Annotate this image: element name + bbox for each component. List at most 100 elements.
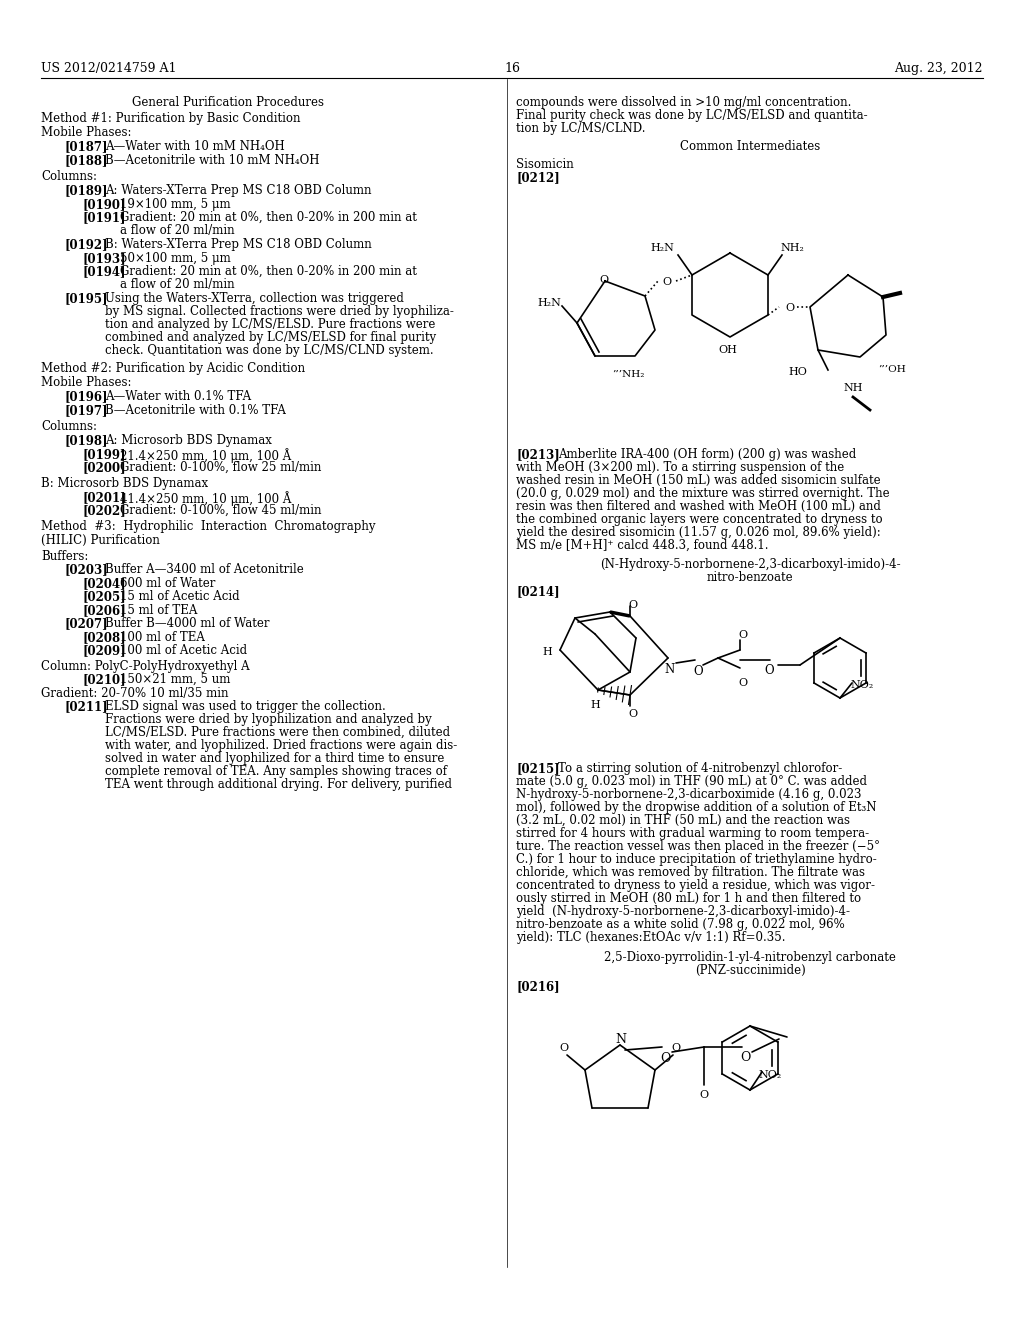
Text: [0208]: [0208] — [82, 631, 126, 644]
Text: NO₂: NO₂ — [850, 680, 873, 690]
Text: Column: PolyC-PolyHydroxyethyl A: Column: PolyC-PolyHydroxyethyl A — [41, 660, 250, 673]
Text: HO: HO — [788, 367, 807, 378]
Text: O: O — [628, 601, 637, 610]
Text: [0190]: [0190] — [82, 198, 126, 211]
Text: Using the Waters-XTerra, collection was triggered: Using the Waters-XTerra, collection was … — [105, 292, 403, 305]
Text: O: O — [628, 709, 637, 719]
Text: 41.4×250 mm, 10 μm, 100 Å: 41.4×250 mm, 10 μm, 100 Å — [120, 491, 292, 506]
Text: (HILIC) Purification: (HILIC) Purification — [41, 535, 160, 546]
Text: [0193]: [0193] — [82, 252, 126, 265]
Text: (3.2 mL, 0.02 mol) in THF (50 mL) and the reaction was: (3.2 mL, 0.02 mol) in THF (50 mL) and th… — [516, 814, 850, 828]
Text: complete removal of TEA. Any samples showing traces of: complete removal of TEA. Any samples sho… — [105, 766, 447, 777]
Text: 19×100 mm, 5 μm: 19×100 mm, 5 μm — [120, 198, 230, 211]
Text: [0216]: [0216] — [516, 979, 560, 993]
Text: O: O — [662, 277, 671, 286]
Text: ’’’OH: ’’’OH — [878, 366, 906, 374]
Text: B: Microsorb BDS Dynamax: B: Microsorb BDS Dynamax — [41, 477, 208, 490]
Text: 15 ml of TEA: 15 ml of TEA — [120, 605, 198, 616]
Text: 100 ml of TEA: 100 ml of TEA — [120, 631, 205, 644]
Text: LC/MS/ELSD. Pure fractions were then combined, diluted: LC/MS/ELSD. Pure fractions were then com… — [105, 726, 451, 739]
Text: Columns:: Columns: — [41, 420, 97, 433]
Text: concentrated to dryness to yield a residue, which was vigor-: concentrated to dryness to yield a resid… — [516, 879, 874, 892]
Text: H: H — [590, 700, 600, 710]
Text: [0211]: [0211] — [65, 700, 109, 713]
Text: Gradient: 0-100%, flow 45 ml/min: Gradient: 0-100%, flow 45 ml/min — [120, 504, 322, 517]
Text: chloride, which was removed by filtration. The filtrate was: chloride, which was removed by filtratio… — [516, 866, 865, 879]
Text: C.) for 1 hour to induce precipitation of triethylamine hydro-: C.) for 1 hour to induce precipitation o… — [516, 853, 877, 866]
Text: O: O — [660, 1052, 671, 1065]
Text: O: O — [738, 630, 748, 640]
Text: H: H — [542, 647, 552, 657]
Text: A: Microsorb BDS Dynamax: A: Microsorb BDS Dynamax — [105, 434, 272, 447]
Text: TEA went through additional drying. For delivery, purified: TEA went through additional drying. For … — [105, 777, 452, 791]
Text: To a stirring solution of 4-nitrobenzyl chlorofor-: To a stirring solution of 4-nitrobenzyl … — [558, 762, 843, 775]
Text: O: O — [599, 275, 608, 285]
Text: [0200]: [0200] — [82, 461, 126, 474]
Text: N: N — [615, 1034, 626, 1045]
Text: Gradient: 20 min at 0%, then 0-20% in 200 min at: Gradient: 20 min at 0%, then 0-20% in 20… — [120, 211, 417, 224]
Text: a flow of 20 ml/min: a flow of 20 ml/min — [120, 279, 234, 290]
Text: ture. The reaction vessel was then placed in the freezer (−5°: ture. The reaction vessel was then place… — [516, 840, 880, 853]
Text: 2,5-Dioxo-pyrrolidin-1-yl-4-nitrobenzyl carbonate: 2,5-Dioxo-pyrrolidin-1-yl-4-nitrobenzyl … — [604, 950, 896, 964]
Text: [0204]: [0204] — [82, 577, 126, 590]
Text: NO₂: NO₂ — [758, 1071, 781, 1080]
Text: Amberlite IRA-400 (OH form) (200 g) was washed: Amberlite IRA-400 (OH form) (200 g) was … — [558, 447, 856, 461]
Text: with MeOH (3×200 ml). To a stirring suspension of the: with MeOH (3×200 ml). To a stirring susp… — [516, 461, 844, 474]
Text: 150×21 mm, 5 um: 150×21 mm, 5 um — [120, 673, 230, 686]
Text: O: O — [738, 678, 748, 688]
Text: O: O — [559, 1043, 568, 1053]
Text: by MS signal. Collected fractions were dried by lyophiliza-: by MS signal. Collected fractions were d… — [105, 305, 454, 318]
Text: [0206]: [0206] — [82, 605, 126, 616]
Text: [0205]: [0205] — [82, 590, 126, 603]
Text: [0195]: [0195] — [65, 292, 109, 305]
Text: 16: 16 — [504, 62, 520, 75]
Text: [0214]: [0214] — [516, 585, 560, 598]
Text: 100 ml of Acetic Acid: 100 ml of Acetic Acid — [120, 644, 247, 657]
Text: solved in water and lyophilized for a third time to ensure: solved in water and lyophilized for a th… — [105, 752, 444, 766]
Text: yield  (N-hydroxy-5-norbornene-2,3-dicarboxyl-imido)-4-: yield (N-hydroxy-5-norbornene-2,3-dicarb… — [516, 906, 850, 917]
Text: (20.0 g, 0.029 mol) and the mixture was stirred overnight. The: (20.0 g, 0.029 mol) and the mixture was … — [516, 487, 890, 500]
Text: Common Intermediates: Common Intermediates — [680, 140, 820, 153]
Text: 600 ml of Water: 600 ml of Water — [120, 577, 215, 590]
Text: combined and analyzed by LC/MS/ELSD for final purity: combined and analyzed by LC/MS/ELSD for … — [105, 331, 436, 345]
Text: General Purification Procedures: General Purification Procedures — [132, 96, 324, 110]
Text: B: Waters-XTerra Prep MS C18 OBD Column: B: Waters-XTerra Prep MS C18 OBD Column — [105, 238, 372, 251]
Text: [0212]: [0212] — [516, 172, 560, 183]
Text: [0187]: [0187] — [65, 140, 109, 153]
Text: O: O — [699, 1090, 709, 1100]
Text: the combined organic layers were concentrated to dryness to: the combined organic layers were concent… — [516, 513, 883, 525]
Text: compounds were dissolved in >10 mg/ml concentration.: compounds were dissolved in >10 mg/ml co… — [516, 96, 851, 110]
Text: Method #2: Purification by Acidic Condition: Method #2: Purification by Acidic Condit… — [41, 362, 305, 375]
Text: 21.4×250 mm, 10 μm, 100 Å: 21.4×250 mm, 10 μm, 100 Å — [120, 447, 291, 463]
Text: H₂N: H₂N — [537, 298, 561, 308]
Text: ELSD signal was used to trigger the collection.: ELSD signal was used to trigger the coll… — [105, 700, 386, 713]
Text: yield): TLC (hexanes:EtOAc v/v 1:1) Rf=0.35.: yield): TLC (hexanes:EtOAc v/v 1:1) Rf=0… — [516, 931, 785, 944]
Text: yield the desired sisomicin (11.57 g, 0.026 mol, 89.6% yield):: yield the desired sisomicin (11.57 g, 0.… — [516, 525, 881, 539]
Text: H₂N: H₂N — [650, 243, 674, 253]
Text: NH₂: NH₂ — [780, 243, 804, 253]
Text: A—Water with 10 mM NH₄OH: A—Water with 10 mM NH₄OH — [105, 140, 285, 153]
Text: ’’’NH₂: ’’’NH₂ — [612, 370, 644, 379]
Text: mate (5.0 g, 0.023 mol) in THF (90 mL) at 0° C. was added: mate (5.0 g, 0.023 mol) in THF (90 mL) a… — [516, 775, 867, 788]
Text: [0203]: [0203] — [65, 564, 109, 576]
Text: O: O — [785, 304, 795, 313]
Text: resin was then filtered and washed with MeOH (100 mL) and: resin was then filtered and washed with … — [516, 500, 881, 513]
Text: check. Quantitation was done by LC/MS/CLND system.: check. Quantitation was done by LC/MS/CL… — [105, 345, 433, 356]
Text: Aug. 23, 2012: Aug. 23, 2012 — [895, 62, 983, 75]
Text: [0198]: [0198] — [65, 434, 109, 447]
Text: ously stirred in MeOH (80 mL) for 1 h and then filtered to: ously stirred in MeOH (80 mL) for 1 h an… — [516, 892, 861, 906]
Text: US 2012/0214759 A1: US 2012/0214759 A1 — [41, 62, 176, 75]
Text: Sisomicin: Sisomicin — [516, 158, 573, 172]
Text: washed resin in MeOH (150 mL) was added sisomicin sulfate: washed resin in MeOH (150 mL) was added … — [516, 474, 881, 487]
Text: mol), followed by the dropwise addition of a solution of Et₃N: mol), followed by the dropwise addition … — [516, 801, 877, 814]
Text: [0196]: [0196] — [65, 389, 109, 403]
Text: B—Acetonitrile with 10 mM NH₄OH: B—Acetonitrile with 10 mM NH₄OH — [105, 154, 319, 168]
Text: tion by LC/MS/CLND.: tion by LC/MS/CLND. — [516, 121, 645, 135]
Text: (N-Hydroxy-5-norbornene-2,3-dicarboxyl-imido)-4-: (N-Hydroxy-5-norbornene-2,3-dicarboxyl-i… — [600, 558, 900, 572]
Text: Columns:: Columns: — [41, 170, 97, 183]
Text: N-hydroxy-5-norbornene-2,3-dicarboximide (4.16 g, 0.023: N-hydroxy-5-norbornene-2,3-dicarboximide… — [516, 788, 861, 801]
Text: Method #1: Purification by Basic Condition: Method #1: Purification by Basic Conditi… — [41, 112, 300, 125]
Text: [0191]: [0191] — [82, 211, 126, 224]
Text: [0210]: [0210] — [82, 673, 126, 686]
Text: [0192]: [0192] — [65, 238, 109, 251]
